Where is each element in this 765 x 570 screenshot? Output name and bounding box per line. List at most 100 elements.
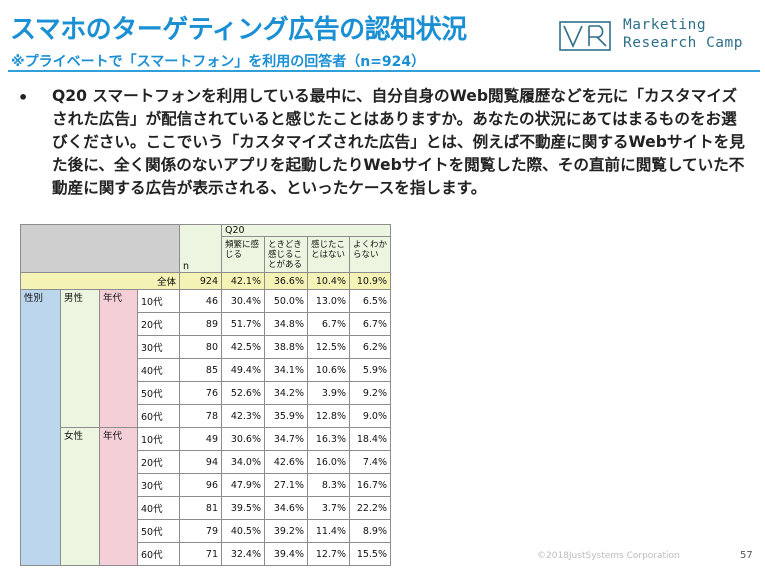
row-label: 20代 (137, 450, 180, 474)
total-value: 10.9% (349, 272, 391, 290)
row-value: 42.3% (221, 404, 265, 428)
row-value: 35.9% (264, 404, 308, 428)
row-value: 18.4% (349, 427, 391, 451)
total-value: 42.1% (221, 272, 265, 290)
row-value: 38.8% (264, 335, 308, 359)
row-value: 6.7% (349, 312, 391, 336)
row-value: 3.7% (307, 496, 350, 520)
row-value: 39.2% (264, 519, 308, 543)
row-value: 15.5% (349, 542, 391, 566)
table-header-row-2: 頻繁に感じる ときどき感じることがある 感じたことはない よくわからない (21, 236, 391, 273)
row-n: 76 (179, 381, 222, 405)
n-header: n (179, 224, 222, 273)
gender-label: 女性 (60, 427, 100, 566)
total-n: 924 (179, 272, 222, 290)
gender-label: 男性 (60, 289, 100, 428)
row-value: 9.2% (349, 381, 391, 405)
row-value: 42.5% (221, 335, 265, 359)
question-header: Q20 (221, 224, 391, 237)
logo-line-1: Marketing (623, 17, 707, 33)
row-value: 51.7% (221, 312, 265, 336)
row-value: 6.2% (349, 335, 391, 359)
row-value: 27.1% (264, 473, 308, 497)
row-value: 8.9% (349, 519, 391, 543)
row-n: 89 (179, 312, 222, 336)
row-value: 40.5% (221, 519, 265, 543)
table-row: 性別 男性 年代 10代 46 30.4% 50.0% 13.0% 6.5% (20, 289, 391, 566)
row-value: 11.4% (307, 519, 350, 543)
total-row: 全体 924 42.1% 36.6% 10.4% 10.9% (20, 272, 391, 290)
row-value: 6.7% (307, 312, 350, 336)
row-label: 40代 (137, 496, 180, 520)
logo-mark-icon (559, 21, 611, 51)
row-value: 5.9% (349, 358, 391, 382)
table-row: 50代 79 40.5% 39.2% 11.4% 8.9% (21, 519, 391, 543)
row-value: 10.6% (307, 358, 350, 382)
column-header: よくわからない (349, 236, 391, 273)
row-label: 30代 (137, 473, 180, 497)
table-row: 20代 94 34.0% 42.6% 16.0% 7.4% (21, 450, 391, 474)
logo-line-2: Research Camp (623, 35, 743, 51)
row-n: 46 (179, 289, 222, 313)
row-value: 16.7% (349, 473, 391, 497)
row-n: 49 (179, 427, 222, 451)
age-group-label: 年代 (99, 289, 138, 428)
row-value: 9.0% (349, 404, 391, 428)
row-n: 71 (179, 542, 222, 566)
row-value: 39.4% (264, 542, 308, 566)
copyright: ©2018JustSystems Corporation (537, 551, 680, 561)
row-value: 50.0% (264, 289, 308, 313)
row-label: 20代 (137, 312, 180, 336)
page-subtitle: ※プライベートで「スマートフォン」を利用の回答者（n=924） (11, 54, 426, 70)
row-value: 3.9% (307, 381, 350, 405)
row-value: 34.8% (264, 312, 308, 336)
row-label: 30代 (137, 335, 180, 359)
row-n: 85 (179, 358, 222, 382)
row-label: 50代 (137, 519, 180, 543)
column-header: ときどき感じることがある (264, 236, 308, 273)
row-label: 60代 (137, 542, 180, 566)
row-value: 12.5% (307, 335, 350, 359)
row-value: 39.5% (221, 496, 265, 520)
row-n: 94 (179, 450, 222, 474)
question-text: Q20 スマートフォンを利用している最中に、自分自身のWeb閲覧履歴などを元に「… (52, 87, 745, 197)
column-header: 感じたことはない (307, 236, 350, 273)
row-label: 40代 (137, 358, 180, 382)
row-n: 96 (179, 473, 222, 497)
row-value: 7.4% (349, 450, 391, 474)
row-value: 34.1% (264, 358, 308, 382)
row-value: 30.4% (221, 289, 265, 313)
row-value: 34.7% (264, 427, 308, 451)
row-value: 8.3% (307, 473, 350, 497)
row-value: 52.6% (221, 381, 265, 405)
column-header: 頻繁に感じる (221, 236, 265, 273)
logo-text: Marketing Research Camp (623, 16, 743, 52)
table-row: 女性 年代 10代 49 30.6% 34.7% 16.3% 18.4% (21, 427, 391, 566)
table-row: 30代 96 47.9% 27.1% 8.3% 16.7% (21, 473, 391, 497)
total-value: 10.4% (307, 272, 350, 290)
row-n: 78 (179, 404, 222, 428)
page-number: 57 (740, 550, 753, 561)
row-label: 10代 (137, 289, 180, 313)
row-label: 50代 (137, 381, 180, 405)
row-label: 60代 (137, 404, 180, 428)
row-label: 10代 (137, 427, 180, 451)
row-value: 12.8% (307, 404, 350, 428)
row-value: 16.3% (307, 427, 350, 451)
row-value: 16.0% (307, 450, 350, 474)
row-value: 12.7% (307, 542, 350, 566)
row-value: 47.9% (221, 473, 265, 497)
table-row: 40代 81 39.5% 34.6% 3.7% 22.2% (21, 496, 391, 520)
crosstab-table: n Q20 頻繁に感じる ときどき感じることがある 感じたことはない よくわから… (20, 224, 391, 566)
table-row: 40代 85 49.4% 34.1% 10.6% 5.9% (21, 358, 391, 382)
total-value: 36.6% (264, 272, 308, 290)
table-row: 20代 89 51.7% 34.8% 6.7% 6.7% (21, 312, 391, 336)
row-n: 80 (179, 335, 222, 359)
row-n: 79 (179, 519, 222, 543)
total-label: 全体 (20, 272, 180, 290)
row-value: 49.4% (221, 358, 265, 382)
logo: Marketing Research Camp (559, 16, 753, 54)
row-value: 13.0% (307, 289, 350, 313)
row-value: 34.0% (221, 450, 265, 474)
bullet-marker: • (18, 88, 29, 107)
